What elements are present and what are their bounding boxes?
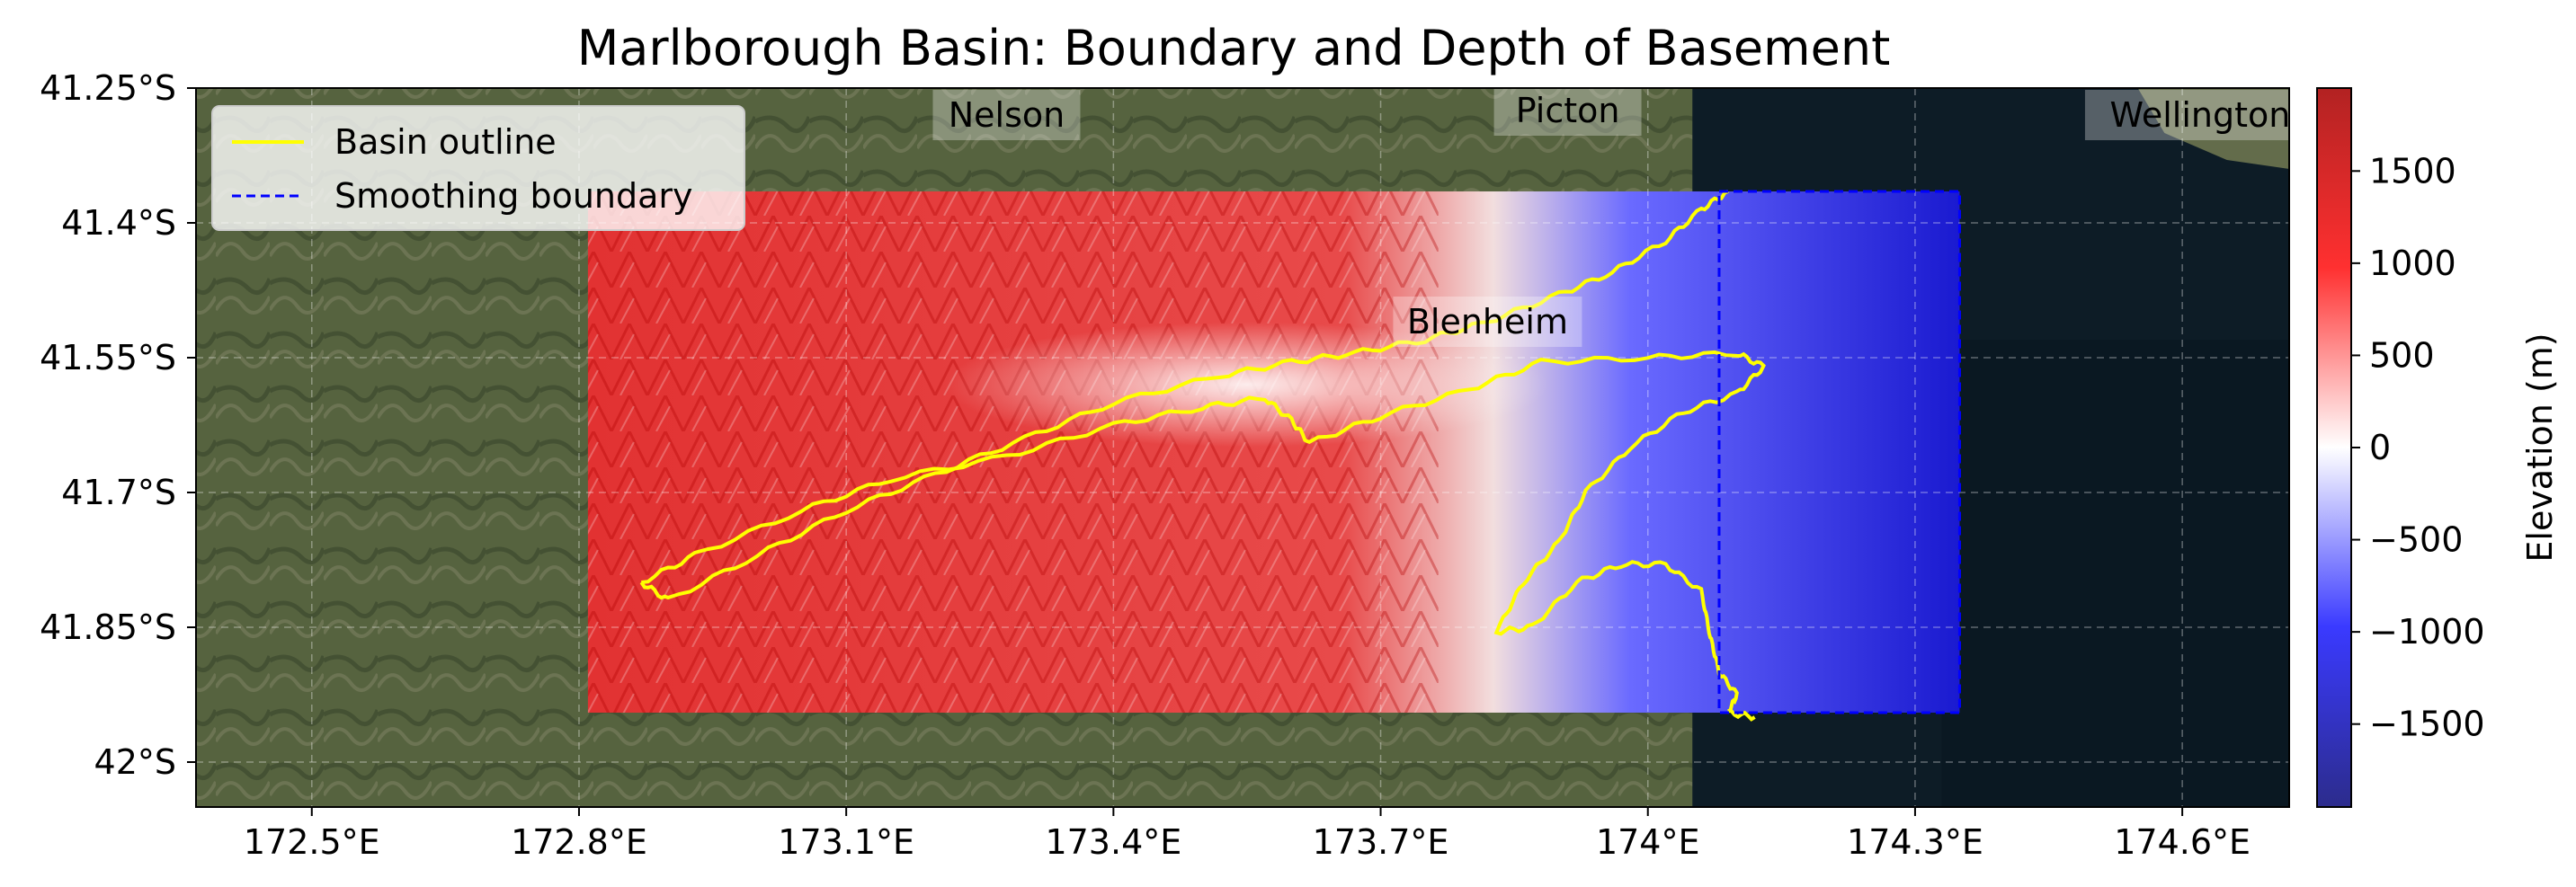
colorbar: 1500 1000 500 0 −500 −1000 −1500 Elevation (m) [2316, 87, 2560, 808]
basin-outline-north-line [639, 190, 1729, 600]
city-label-bg [2084, 90, 2289, 140]
y-tick-label: 42°S [94, 742, 176, 782]
x-tick-label: 172.5°E [244, 822, 380, 862]
colorbar-tick-label: 500 [2369, 335, 2435, 375]
city-label: Blenheim [1407, 302, 1568, 341]
y-tick-label: 41.55°S [40, 338, 176, 377]
x-tick-label: 173.7°E [1313, 822, 1449, 862]
axes-frame [195, 87, 2290, 808]
colorbar-label: Elevation (m) [2520, 333, 2560, 562]
colorbar-ticks: 1500 1000 500 0 −500 −1000 −1500 [2351, 151, 2485, 744]
colorbar-tick-label: −500 [2369, 520, 2463, 560]
y-tick-label: 41.25°S [40, 68, 176, 108]
basin-outline-line [641, 350, 1766, 722]
city-label: Picton [1516, 91, 1620, 130]
y-tick-label: 41.7°S [61, 473, 176, 512]
x-tick-label: 174.3°E [1847, 822, 1983, 862]
colorbar-tick-label: 0 [2369, 428, 2391, 467]
legend-smoothing-boundary-label: Smoothing boundary [334, 176, 693, 216]
colorbar-tick-label: 1000 [2369, 244, 2456, 283]
city-label: Nelson [949, 95, 1065, 135]
basement-depth-texture [587, 191, 1439, 713]
city-label-bg [1493, 88, 1642, 136]
legend-box [211, 105, 745, 231]
colorbar-tick-label: 1500 [2369, 151, 2456, 191]
colorbar-gradient [2316, 87, 2352, 808]
x-tick-label: 173.4°E [1045, 822, 1181, 862]
x-tick-label: 174°E [1596, 822, 1700, 862]
y-tick-label: 41.4°S [61, 203, 176, 243]
city-labels: Nelson Picton Blenheim Wellington [932, 88, 2291, 347]
x-tick-label: 173.1°E [778, 822, 914, 862]
colorbar-tick-label: −1000 [2369, 612, 2485, 652]
y-tick-label: 41.85°S [40, 608, 176, 647]
city-label: Wellington [2110, 95, 2291, 135]
city-label-bg [1393, 297, 1582, 347]
map-title: Marlborough Basin: Boundary and Depth of… [577, 20, 1891, 76]
x-tick-label: 172.8°E [511, 822, 647, 862]
legend: Basin outline Smoothing boundary [211, 105, 745, 231]
y-axis-ticks: 41.25°S 41.4°S 41.55°S 41.7°S 41.85°S 42°S [40, 68, 196, 782]
city-label-bg [932, 90, 1081, 140]
colorbar-tick-label: −1500 [2369, 705, 2485, 744]
x-tick-label: 174.6°E [2114, 822, 2251, 862]
smoothing-boundary-line [1717, 190, 1961, 714]
basin-low-zone [945, 322, 1549, 448]
north-island-coast [2137, 88, 2289, 169]
legend-basin-outline-label: Basin outline [334, 122, 557, 162]
satellite-sea-east [1941, 340, 2289, 807]
x-axis-ticks: 172.5°E 172.8°E 173.1°E 173.4°E 173.7°E 174°E… [244, 807, 2251, 862]
